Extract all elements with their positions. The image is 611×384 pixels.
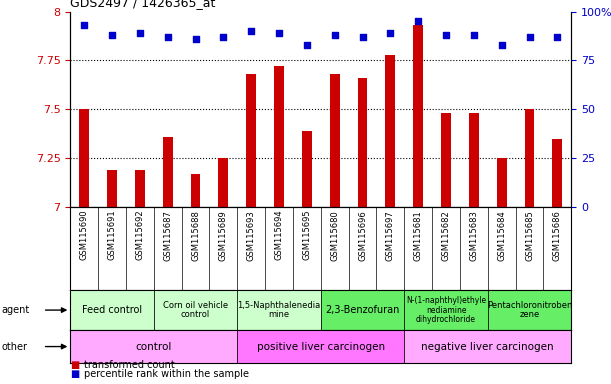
- Text: GSM115692: GSM115692: [136, 210, 144, 260]
- Text: ■: ■: [70, 369, 79, 379]
- Text: other: other: [1, 341, 27, 352]
- Point: [552, 34, 562, 40]
- Text: control: control: [136, 341, 172, 352]
- Text: GSM115683: GSM115683: [469, 210, 478, 261]
- Point: [441, 32, 451, 38]
- Bar: [274, 66, 284, 207]
- Text: positive liver carcinogen: positive liver carcinogen: [257, 341, 385, 352]
- Bar: [413, 25, 423, 207]
- Bar: [135, 170, 145, 207]
- Bar: [191, 174, 200, 207]
- Text: negative liver carcinogen: negative liver carcinogen: [422, 341, 554, 352]
- Bar: [79, 109, 89, 207]
- Text: GSM115681: GSM115681: [414, 210, 423, 261]
- Bar: [552, 139, 562, 207]
- Text: N-(1-naphthyl)ethyle
nediamine
dihydrochloride: N-(1-naphthyl)ethyle nediamine dihydroch…: [406, 296, 486, 324]
- Bar: [404, 330, 571, 363]
- Text: GSM115697: GSM115697: [386, 210, 395, 261]
- Bar: [469, 113, 479, 207]
- Point: [274, 30, 284, 36]
- Bar: [237, 330, 404, 363]
- Text: GSM115694: GSM115694: [274, 210, 284, 260]
- Point: [302, 42, 312, 48]
- Text: GSM115691: GSM115691: [108, 210, 117, 260]
- Point: [413, 18, 423, 25]
- Text: Corn oil vehicle
control: Corn oil vehicle control: [163, 301, 228, 319]
- Point: [469, 32, 479, 38]
- Bar: [525, 109, 535, 207]
- Bar: [219, 159, 229, 207]
- Text: agent: agent: [1, 305, 29, 315]
- Text: Feed control: Feed control: [82, 305, 142, 315]
- Point: [191, 36, 200, 42]
- Bar: [70, 290, 154, 330]
- Point: [246, 28, 256, 34]
- Bar: [497, 159, 507, 207]
- Bar: [302, 131, 312, 207]
- Point: [330, 32, 340, 38]
- Bar: [107, 170, 117, 207]
- Bar: [246, 74, 256, 207]
- Point: [107, 32, 117, 38]
- Point: [163, 34, 172, 40]
- Text: 1,5-Naphthalenedia
mine: 1,5-Naphthalenedia mine: [238, 301, 321, 319]
- Text: 2,3-Benzofuran: 2,3-Benzofuran: [325, 305, 400, 315]
- Text: GSM115687: GSM115687: [163, 210, 172, 261]
- Point: [135, 30, 145, 36]
- Text: GSM115693: GSM115693: [247, 210, 255, 261]
- Point: [79, 22, 89, 28]
- Text: transformed count: transformed count: [84, 360, 175, 370]
- Bar: [163, 137, 172, 207]
- Text: GSM115684: GSM115684: [497, 210, 506, 261]
- Bar: [488, 290, 571, 330]
- Text: ■: ■: [70, 360, 79, 370]
- Bar: [321, 290, 404, 330]
- Text: GSM115690: GSM115690: [79, 210, 89, 260]
- Bar: [441, 113, 451, 207]
- Text: GDS2497 / 1426365_at: GDS2497 / 1426365_at: [70, 0, 216, 9]
- Bar: [404, 290, 488, 330]
- Text: GSM115696: GSM115696: [358, 210, 367, 261]
- Point: [525, 34, 535, 40]
- Text: percentile rank within the sample: percentile rank within the sample: [84, 369, 249, 379]
- Point: [497, 42, 507, 48]
- Bar: [330, 74, 340, 207]
- Text: GSM115685: GSM115685: [525, 210, 534, 261]
- Bar: [237, 290, 321, 330]
- Text: GSM115680: GSM115680: [330, 210, 339, 261]
- Bar: [70, 330, 237, 363]
- Text: GSM115695: GSM115695: [302, 210, 312, 260]
- Text: GSM115682: GSM115682: [442, 210, 450, 261]
- Bar: [386, 55, 395, 207]
- Point: [386, 30, 395, 36]
- Text: GSM115686: GSM115686: [553, 210, 562, 261]
- Point: [357, 34, 367, 40]
- Text: GSM115688: GSM115688: [191, 210, 200, 261]
- Bar: [154, 290, 237, 330]
- Bar: [357, 78, 367, 207]
- Text: GSM115689: GSM115689: [219, 210, 228, 261]
- Point: [219, 34, 229, 40]
- Text: Pentachloronitroben
zene: Pentachloronitroben zene: [487, 301, 573, 319]
